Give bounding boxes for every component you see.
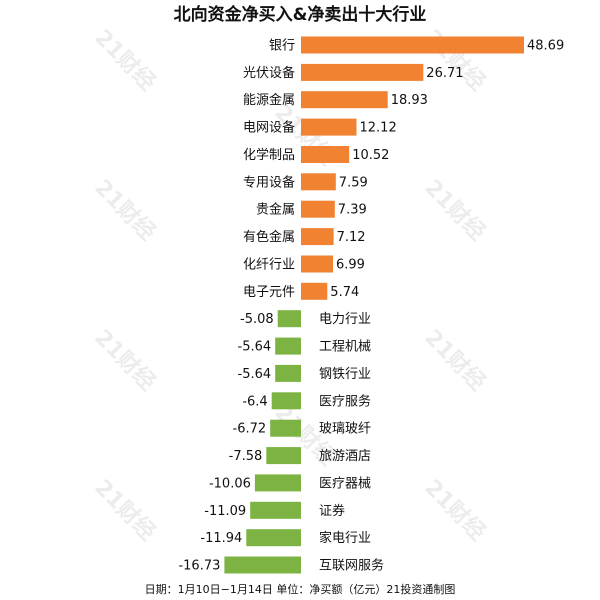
category-label-11: 工程机械 [319,340,371,355]
category-label-12: 钢铁行业 [319,367,371,382]
value-label-16: -10.06 [209,476,251,491]
category-label-13: 医疗服务 [319,393,371,409]
value-label-18: -11.94 [200,531,242,546]
watermark-5: 21财经 [419,324,490,395]
bar-6 [301,200,335,218]
category-label-2: 能源金属 [243,92,295,108]
bar-4 [301,146,350,163]
value-label-19: -16.73 [178,559,220,574]
value-label-15: -7.58 [229,449,263,464]
value-label-3: 12.12 [360,121,397,136]
bar-18 [246,529,301,547]
watermark-6: 21财经 [89,474,160,545]
bar-10 [277,310,301,328]
category-label-4: 化学制品 [243,147,295,163]
bar-3 [301,118,357,136]
value-label-0: 48.69 [527,39,564,54]
category-label-17: 证券 [319,503,345,519]
value-label-5: 7.59 [339,175,368,190]
bar-19 [224,556,301,574]
bar-5 [301,173,336,191]
bars-group: 银行 48.69 光伏设备 26.71 能源金属 18.93 电网设备 12.12 化学制品 10… [178,36,564,574]
category-label-16: 医疗器械 [319,476,371,491]
bar-12 [275,364,301,382]
bar-13 [271,392,301,410]
value-label-11: -5.64 [238,340,272,355]
value-label-12: -5.64 [238,367,272,382]
category-label-15: 旅游酒店 [319,449,371,464]
watermark-0: 21财经 [89,24,160,95]
bar-2 [301,91,388,109]
bar-8 [301,255,333,273]
chart-title: 北向资金净买入&净卖出十大行业 [174,4,427,25]
watermark-7: 21财经 [419,474,490,545]
category-label-3: 电网设备 [243,120,295,136]
watermark-4: 21财经 [89,324,160,395]
category-label-1: 光伏设备 [243,65,295,81]
chart-footer: 日期：1月10日−1月14日 单位：净买额（亿元）21投资通制图 [145,582,456,596]
bar-11 [275,337,301,355]
bar-14 [270,419,301,437]
category-label-9: 电子元件 [243,285,295,300]
bar-15 [266,447,301,465]
value-label-14: -6.72 [233,422,267,437]
value-label-4: 10.52 [352,148,389,163]
category-label-0: 银行 [269,39,295,54]
watermark-1: 21财经 [419,24,490,95]
watermark-3: 21财经 [419,174,490,245]
value-label-10: -5.08 [240,312,274,327]
category-label-18: 家电行业 [319,530,371,546]
category-label-14: 玻璃玻纤 [319,422,371,437]
value-label-1: 26.71 [426,66,463,81]
bar-0 [301,36,524,54]
bar-7 [301,228,334,246]
bar-17 [250,501,301,519]
bar-16 [254,474,301,492]
category-label-5: 专用设备 [243,174,295,190]
value-label-7: 7.12 [337,230,366,245]
value-label-6: 7.39 [338,203,367,218]
watermark-2: 21财经 [89,174,160,245]
value-label-17: -11.09 [204,504,246,519]
category-label-6: 贵金属 [256,202,295,218]
category-label-7: 有色金属 [243,229,295,245]
category-label-8: 化纤行业 [243,258,295,273]
value-label-9: 5.74 [330,285,359,300]
category-label-19: 互联网服务 [319,558,384,574]
value-label-8: 6.99 [336,258,365,273]
bar-9 [301,282,328,300]
value-label-2: 18.93 [391,93,428,108]
bar-1 [301,63,424,81]
value-label-13: -6.4 [242,394,267,409]
category-label-10: 电力行业 [319,312,371,327]
